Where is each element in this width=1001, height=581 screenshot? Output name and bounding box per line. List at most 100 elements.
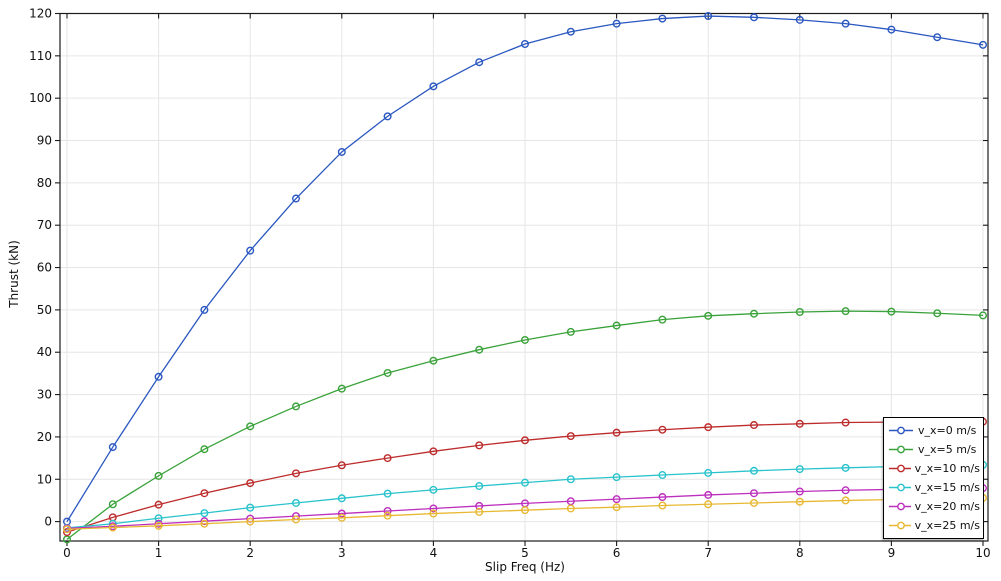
legend-line-marker-icon xyxy=(889,502,911,511)
data-point-marker xyxy=(704,311,713,320)
data-point-marker xyxy=(566,27,575,36)
y-tick-label: 50 xyxy=(37,303,52,317)
data-point-marker xyxy=(246,517,255,526)
data-point-marker xyxy=(200,517,209,526)
y-tick-labels: 0 10 20 30 40 50 60 70 80 90 100 110 120 xyxy=(29,7,52,529)
x-tick-labels: 0 1 2 3 4 5 6 7 8 9 10 xyxy=(63,546,990,560)
data-point-marker xyxy=(841,496,850,505)
x-tick-label: 0 xyxy=(63,546,71,560)
data-point-marker xyxy=(566,432,575,441)
data-point-marker xyxy=(154,471,163,480)
data-point-marker xyxy=(154,372,163,381)
y-tick-label: 0 xyxy=(44,515,52,529)
data-point-marker xyxy=(108,500,117,509)
series-v-x-10-m-s xyxy=(63,417,988,537)
data-point-marker xyxy=(750,421,759,430)
data-point-marker xyxy=(612,503,621,512)
legend-item-v-x-10-m-s: v_x=10 m/s xyxy=(888,459,980,478)
data-point-marker xyxy=(795,308,804,317)
data-point-marker xyxy=(795,15,804,24)
y-tick-label: 90 xyxy=(37,134,52,148)
data-point-marker xyxy=(292,469,301,478)
data-point-marker xyxy=(475,345,484,354)
series-line xyxy=(66,15,984,522)
data-point-marker xyxy=(429,504,438,513)
data-point-marker xyxy=(475,482,484,491)
data-point-marker xyxy=(429,82,438,91)
series-v-x-5-m-s xyxy=(63,307,988,544)
data-point-marker xyxy=(292,498,301,507)
data-point-marker xyxy=(521,436,530,445)
legend-item-v-x-25-m-s: v_x=25 m/s xyxy=(888,516,980,535)
data-point-marker xyxy=(475,58,484,67)
data-point-marker xyxy=(154,521,163,530)
data-point-marker xyxy=(337,384,346,393)
data-point-marker xyxy=(704,490,713,499)
legend-line-marker-icon xyxy=(889,426,913,435)
series-v-x-0-m-s xyxy=(63,12,988,526)
data-point-marker xyxy=(246,479,255,488)
data-point-marker xyxy=(841,19,850,28)
data-point-marker xyxy=(521,506,530,515)
x-tick-label: 2 xyxy=(246,546,254,560)
data-point-marker xyxy=(841,307,850,316)
data-point-marker xyxy=(750,498,759,507)
legend-item-v-x-5-m-s: v_x=5 m/s xyxy=(888,440,980,459)
data-point-marker xyxy=(841,463,850,472)
data-point-marker xyxy=(795,497,804,506)
data-point-marker xyxy=(475,441,484,450)
legend-item-v-x-20-m-s: v_x=20 m/s xyxy=(888,497,980,516)
data-point-marker xyxy=(429,447,438,456)
legend-line-marker-icon xyxy=(889,445,913,454)
data-point-marker xyxy=(566,327,575,336)
data-point-marker xyxy=(337,509,346,518)
data-point-marker xyxy=(887,307,896,316)
data-point-marker xyxy=(337,513,346,522)
data-point-marker xyxy=(979,40,988,49)
legend-line-marker-icon xyxy=(889,464,911,473)
data-point-marker xyxy=(521,335,530,344)
data-point-marker xyxy=(292,515,301,524)
data-point-marker xyxy=(292,402,301,411)
legend-label: v_x=0 m/s xyxy=(918,424,977,437)
series-line xyxy=(66,487,984,530)
data-point-marker xyxy=(658,14,667,23)
data-point-marker xyxy=(108,523,117,532)
data-point-marker xyxy=(383,112,392,121)
data-point-marker xyxy=(566,504,575,513)
legend-label: v_x=15 m/s xyxy=(914,481,980,494)
data-point-marker xyxy=(246,422,255,431)
y-tick-label: 120 xyxy=(29,7,52,21)
legend-label: v_x=25 m/s xyxy=(914,519,980,532)
data-point-marker xyxy=(383,454,392,463)
y-axis-label: Thrust (kN) xyxy=(7,240,21,308)
data-point-marker xyxy=(337,461,346,470)
data-point-marker xyxy=(612,428,621,437)
data-point-marker xyxy=(566,475,575,484)
data-point-marker xyxy=(200,509,209,518)
data-point-marker xyxy=(887,25,896,34)
x-tick-label: 5 xyxy=(521,546,529,560)
y-tick-label: 80 xyxy=(37,176,52,190)
data-point-marker xyxy=(383,368,392,377)
y-tick-label: 10 xyxy=(37,472,52,486)
data-point-marker xyxy=(337,147,346,156)
data-point-marker xyxy=(841,418,850,427)
x-tick-label: 9 xyxy=(888,546,896,560)
data-point-marker xyxy=(108,443,117,452)
data-point-marker xyxy=(795,487,804,496)
data-point-marker xyxy=(475,507,484,516)
data-point-marker xyxy=(200,445,209,454)
data-point-marker xyxy=(979,311,988,320)
legend-line-marker-icon xyxy=(889,521,911,530)
x-tick-label: 4 xyxy=(430,546,438,560)
data-point-marker xyxy=(200,519,209,528)
data-point-marker xyxy=(704,500,713,509)
data-point-marker xyxy=(704,468,713,477)
legend-label: v_x=5 m/s xyxy=(918,443,977,456)
y-tick-label: 30 xyxy=(37,388,52,402)
data-point-marker xyxy=(658,471,667,480)
data-point-marker xyxy=(750,309,759,318)
data-point-marker xyxy=(154,514,163,523)
data-point-marker xyxy=(750,13,759,22)
